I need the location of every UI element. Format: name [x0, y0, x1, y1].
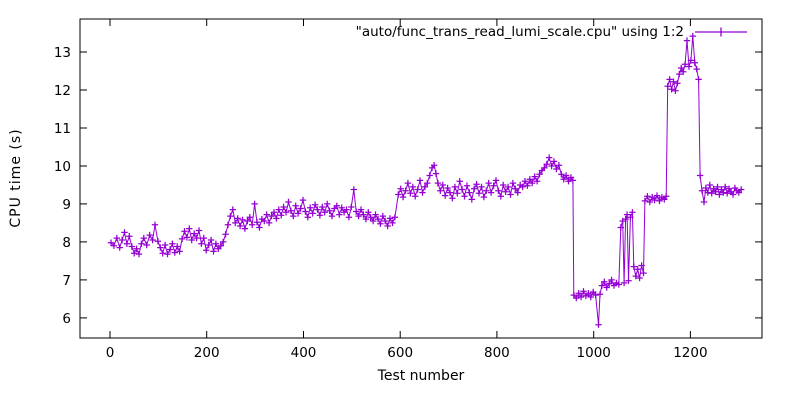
series-line	[110, 36, 742, 325]
y-tick-label: 7	[62, 273, 71, 289]
legend: "auto/func_trans_read_lumi_scale.cpu" us…	[356, 24, 748, 40]
x-axis-title: Test number	[377, 368, 465, 384]
plot-border	[79, 18, 763, 339]
series-markers	[107, 32, 745, 328]
y-tick-label: 8	[62, 235, 71, 251]
y-tick-label: 13	[54, 45, 71, 61]
y-tick-label: 6	[62, 311, 71, 327]
x-tick-label: 1000	[577, 345, 611, 361]
y-tick-label: 9	[62, 197, 71, 213]
y-tick-label: 11	[54, 121, 71, 137]
x-tick-label: 800	[484, 345, 510, 361]
x-tick-label: 600	[387, 345, 413, 361]
y-tick-label: 10	[54, 159, 71, 175]
x-tick-label: 400	[291, 345, 317, 361]
x-tick-label: 1200	[673, 345, 707, 361]
y-tick-label: 12	[54, 83, 71, 99]
x-tick-label: 200	[194, 345, 220, 361]
legend-line-sample-icon	[695, 27, 747, 37]
y-axis-title: CPU time (s)	[8, 128, 24, 228]
x-tick-label: 0	[106, 345, 115, 361]
legend-label: "auto/func_trans_read_lumi_scale.cpu" us…	[355, 24, 684, 40]
